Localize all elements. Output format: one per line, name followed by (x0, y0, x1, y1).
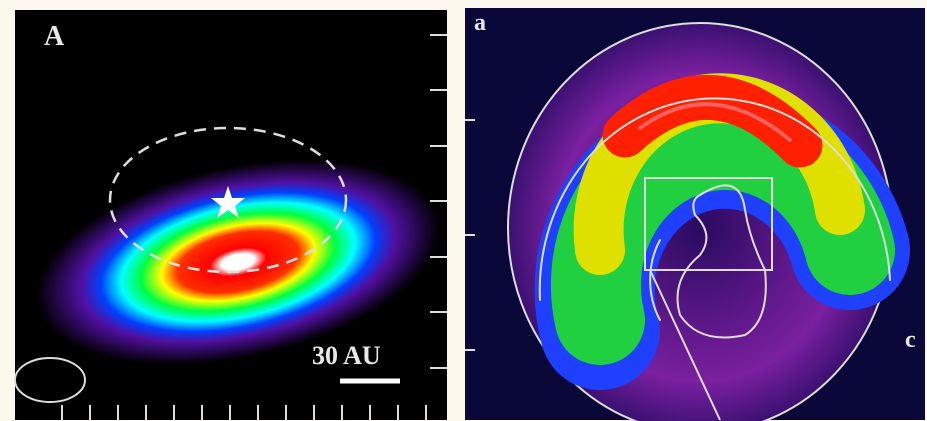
panel-right: a c (465, 8, 925, 421)
scale-bar-label: 30 AU (312, 341, 381, 370)
panel-label: A (44, 21, 65, 52)
panel-label: a (474, 10, 486, 36)
page: {"panels": [{"label": "A", "scale_bar": … (0, 0, 927, 421)
panel-left: A 30 AU (15, 10, 458, 420)
corner-label: c (905, 327, 916, 353)
figure: A 30 AU a c (0, 0, 927, 421)
